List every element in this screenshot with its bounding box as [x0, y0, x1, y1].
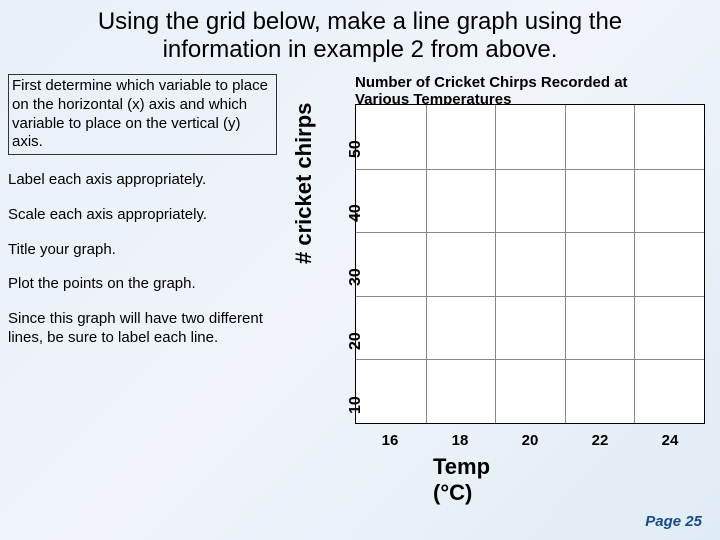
- y-tick: 20: [347, 332, 365, 350]
- y-tick: 10: [347, 396, 365, 414]
- x-tick: 22: [592, 432, 609, 449]
- x-axis-label: Temp (°C): [433, 454, 490, 506]
- chart-title: Number of Cricket Chirps Recorded at Var…: [355, 74, 685, 108]
- instruction-step-3: Scale each axis appropriately.: [8, 206, 277, 225]
- y-axis-label: # cricket chirps: [291, 103, 317, 264]
- instruction-step-2: Label each axis appropriately.: [8, 171, 277, 190]
- x-tick: 24: [662, 432, 679, 449]
- instruction-step-1: First determine which variable to place …: [8, 74, 277, 155]
- x-tick: 18: [452, 432, 469, 449]
- x-tick: 20: [522, 432, 539, 449]
- page-number: Page 25: [645, 513, 702, 530]
- y-tick: 30: [347, 268, 365, 286]
- instruction-step-6: Since this graph will have two different…: [8, 310, 277, 348]
- instruction-step-4: Title your graph.: [8, 241, 277, 260]
- content-area: First determine which variable to place …: [0, 74, 720, 364]
- x-tick: 16: [382, 432, 399, 449]
- chart-column: Number of Cricket Chirps Recorded at Var…: [283, 74, 712, 364]
- y-tick: 40: [347, 204, 365, 222]
- chart-grid: [355, 104, 705, 424]
- y-tick: 50: [347, 140, 365, 158]
- instruction-step-5: Plot the points on the graph.: [8, 275, 277, 294]
- instructions-column: First determine which variable to place …: [8, 74, 283, 364]
- page-title: Using the grid below, make a line graph …: [0, 0, 720, 74]
